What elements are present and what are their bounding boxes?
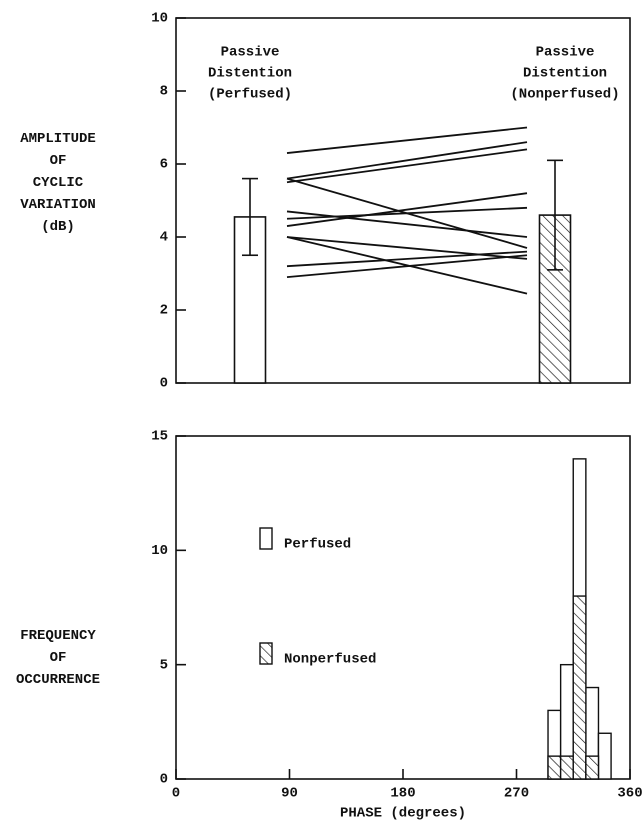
x-tick-label: 360 [617,786,642,802]
histogram-bar [572,595,587,780]
legend-label: Perfused [284,537,351,553]
y-tick-label: 0 [160,772,168,788]
paired-line [286,236,528,260]
paired-line [286,210,528,238]
bar-label: Passive [536,45,595,61]
y-tick-label: 4 [160,230,168,246]
paired-line [286,141,528,180]
legend-label: Nonperfused [284,652,376,668]
x-tick-label: 180 [390,786,415,802]
y-axis-label: AMPLITUDE [20,131,96,147]
y-axis-label: VARIATION [20,197,96,213]
legend-swatch [259,642,273,665]
y-axis-label: CYCLIC [33,175,84,191]
paired-line [286,148,528,184]
y-axis-label: OCCURRENCE [16,672,100,688]
histogram-bar [559,755,574,780]
x-tick-label: 270 [504,786,529,802]
paired-line [286,236,528,295]
y-axis-label: OF [50,153,67,169]
y-tick-label: 2 [160,303,168,319]
y-tick-label: 10 [151,543,168,559]
y-axis-label: FREQUENCY [20,628,96,644]
paired-line [286,206,528,220]
paired-line [286,192,528,227]
paired-line [286,250,528,268]
histogram-bar [547,755,562,780]
y-tick-label: 5 [160,657,168,673]
y-tick-label: 8 [160,84,168,100]
y-tick-label: 0 [160,376,168,392]
histogram-bar [597,732,612,780]
axes-frame [175,17,631,384]
y-tick-label: 6 [160,157,168,173]
histogram-bar [585,755,600,780]
bar-label: (Perfused) [208,87,292,103]
x-tick-label: 90 [281,786,298,802]
y-tick-label: 15 [151,429,168,445]
bar-label: (Nonperfused) [510,87,619,103]
y-axis-label: OF [50,650,67,666]
bar-label: Distention [208,66,292,82]
y-axis-label: (dB) [41,219,75,235]
paired-line [286,126,528,154]
bar-label: Distention [523,66,607,82]
legend-swatch [259,527,273,550]
x-axis-label: PHASE (degrees) [340,806,466,822]
bar-label: Passive [221,45,280,61]
y-tick-label: 10 [151,11,168,27]
x-tick-label: 0 [172,786,180,802]
paired-line [286,254,528,279]
